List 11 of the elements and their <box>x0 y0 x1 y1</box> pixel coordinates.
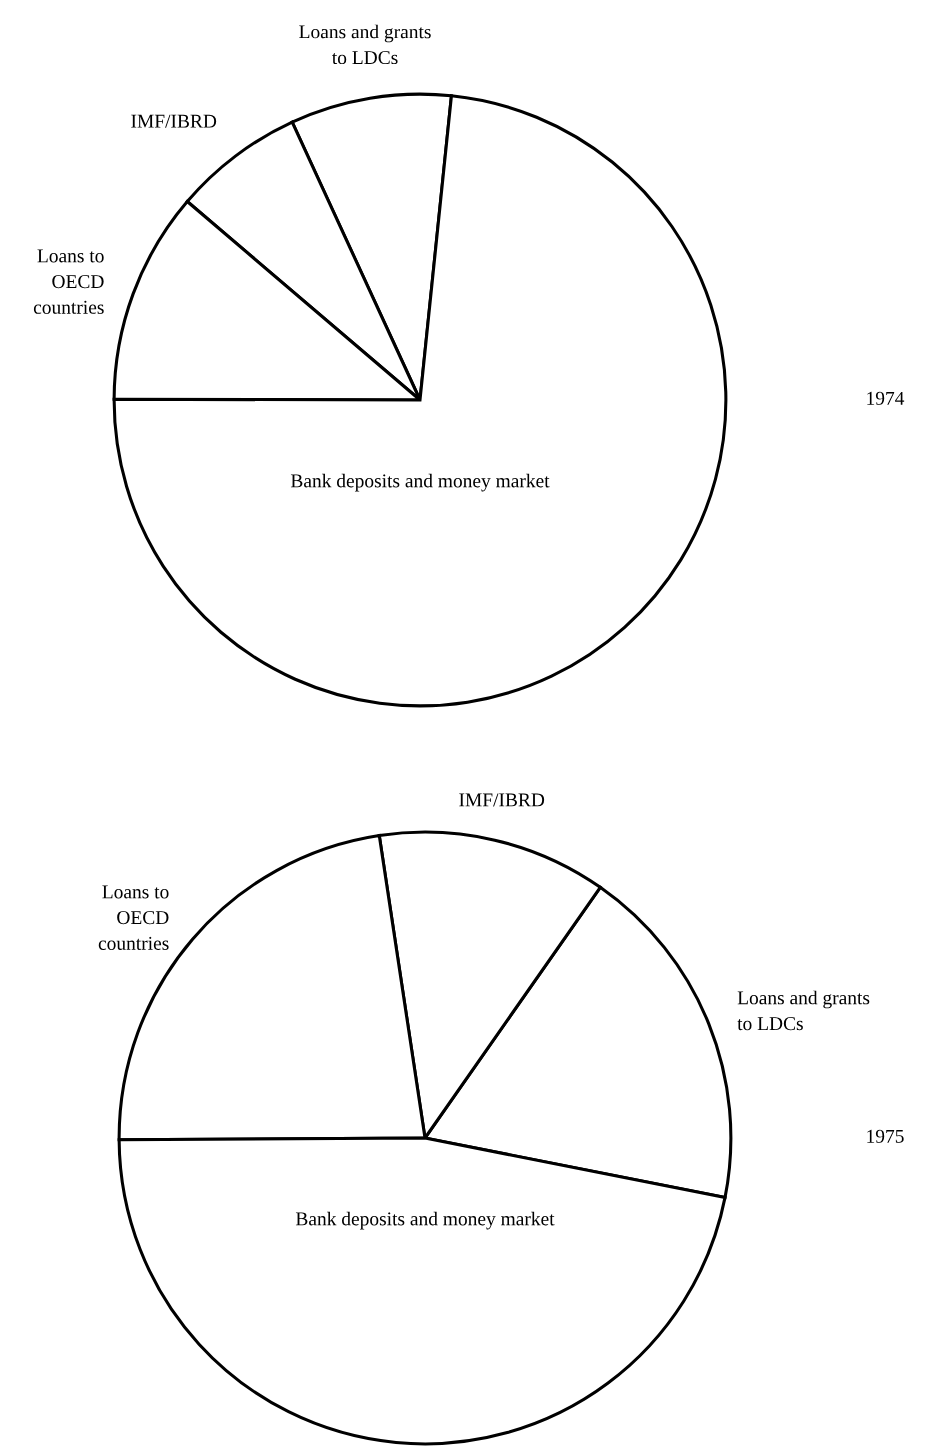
slice-label: Loans and grants to LDCs <box>299 24 431 65</box>
slice-label: Loans to OECD countries <box>33 249 104 314</box>
text: 1975 <box>867 1129 904 1143</box>
slice-label: Loans to OECD countries <box>98 885 169 950</box>
slice-label: IMF/IBRD <box>131 114 217 128</box>
slice-label: IMF/IBRD <box>459 793 545 807</box>
pie-slice <box>112 94 728 708</box>
slice-label: Loans and grants to LDCs <box>737 990 870 1031</box>
slice-label: Bank deposits and money market <box>290 473 550 492</box>
slice-label: Bank deposits and money market <box>295 1211 555 1230</box>
text: 1974 <box>867 391 905 405</box>
